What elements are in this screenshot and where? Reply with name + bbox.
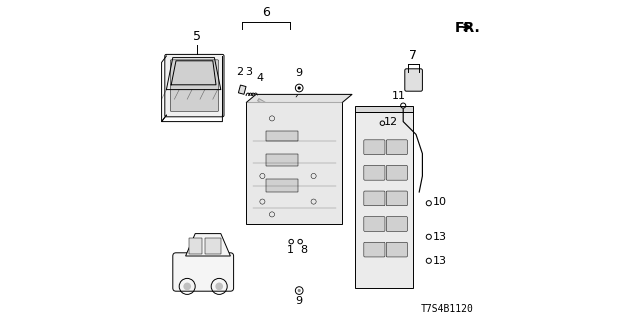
Text: FR.: FR. — [454, 21, 480, 35]
Circle shape — [298, 289, 301, 292]
Text: 5: 5 — [193, 30, 201, 43]
FancyBboxPatch shape — [387, 191, 407, 206]
FancyBboxPatch shape — [170, 60, 219, 111]
FancyBboxPatch shape — [165, 54, 224, 117]
Text: 12: 12 — [384, 116, 398, 127]
Bar — [239, 85, 246, 94]
FancyBboxPatch shape — [355, 112, 413, 288]
FancyBboxPatch shape — [387, 140, 407, 155]
Bar — [266, 179, 298, 192]
Circle shape — [298, 86, 301, 90]
Polygon shape — [246, 94, 352, 102]
FancyBboxPatch shape — [246, 102, 342, 224]
Text: 13: 13 — [433, 256, 447, 266]
Polygon shape — [186, 234, 230, 256]
Circle shape — [215, 283, 223, 290]
Text: T7S4B1120: T7S4B1120 — [420, 304, 474, 314]
Bar — [266, 154, 298, 166]
Text: 9: 9 — [296, 296, 303, 306]
Text: 6: 6 — [262, 6, 269, 19]
Text: 7: 7 — [410, 49, 417, 62]
Text: 2: 2 — [236, 67, 243, 77]
FancyBboxPatch shape — [364, 242, 385, 257]
FancyBboxPatch shape — [387, 165, 407, 180]
FancyBboxPatch shape — [364, 191, 385, 206]
Bar — [266, 131, 298, 141]
Text: 1: 1 — [287, 245, 294, 255]
FancyBboxPatch shape — [173, 253, 234, 291]
Bar — [258, 99, 266, 105]
FancyBboxPatch shape — [364, 140, 385, 155]
FancyBboxPatch shape — [405, 69, 422, 91]
Bar — [205, 238, 221, 254]
Text: 13: 13 — [433, 232, 447, 242]
Text: 9: 9 — [296, 68, 303, 78]
Text: 10: 10 — [433, 196, 447, 207]
Text: 11: 11 — [392, 91, 405, 101]
Text: 4: 4 — [256, 73, 264, 83]
FancyBboxPatch shape — [364, 217, 385, 231]
FancyBboxPatch shape — [364, 165, 385, 180]
Text: 8: 8 — [300, 245, 307, 255]
Circle shape — [183, 283, 191, 290]
Text: 3: 3 — [246, 67, 252, 77]
Bar — [355, 106, 413, 112]
FancyBboxPatch shape — [387, 217, 407, 231]
Bar — [189, 238, 202, 254]
FancyBboxPatch shape — [387, 242, 407, 257]
